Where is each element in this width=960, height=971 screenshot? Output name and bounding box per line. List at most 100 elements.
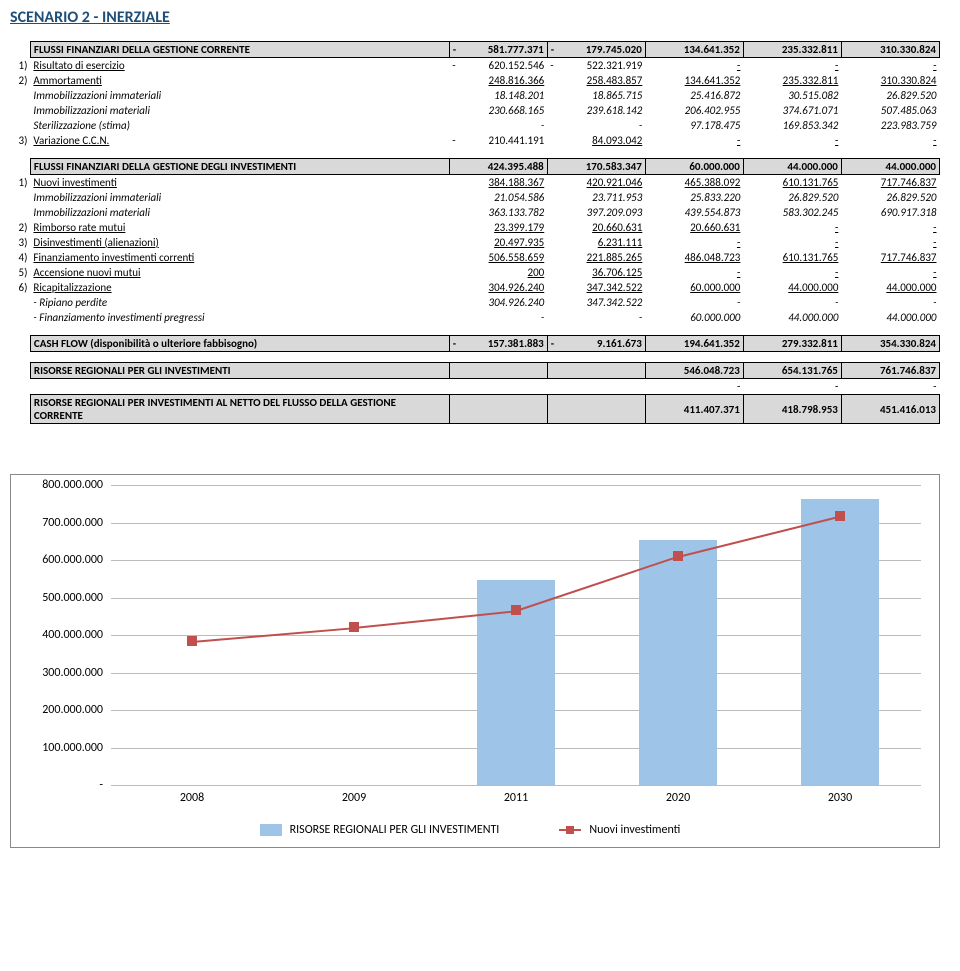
- legend-bar-swatch: [260, 824, 282, 836]
- data-tables: FLUSSI FINANZIARI DELLA GESTIONE CORRENT…: [10, 41, 950, 424]
- value-cell: 23.399.179: [449, 220, 547, 235]
- legend-line-swatch: [559, 829, 581, 831]
- value-cell: 206.402.955: [645, 103, 743, 118]
- row-label: RISORSE REGIONALI PER INVESTIMENTI AL NE…: [30, 395, 449, 424]
- value-cell: 26.829.520: [841, 88, 939, 103]
- value-cell: -: [841, 133, 939, 148]
- value-cell: 60.000.000: [645, 280, 743, 295]
- value-cell: 717.746.837: [841, 175, 939, 191]
- value-cell: 506.558.659: [449, 250, 547, 265]
- chart-y-tick-label: 800.000.000: [21, 478, 103, 492]
- row-index: 3): [10, 133, 30, 148]
- chart-y-tick-label: 500.000.000: [21, 591, 103, 605]
- value-cell: -: [841, 58, 939, 74]
- row-label: Immobilizzazioni materiali: [30, 205, 449, 220]
- value-cell: 223.983.759: [841, 118, 939, 133]
- chart-gridline: [111, 523, 921, 524]
- value-cell: 6.231.111: [547, 235, 645, 250]
- value-cell: 30.515.082: [743, 88, 841, 103]
- value-cell: 18.148.201: [449, 88, 547, 103]
- value-cell: 610.131.765: [743, 250, 841, 265]
- value-cell: 374.671.071: [743, 103, 841, 118]
- value-cell: -: [841, 235, 939, 250]
- value-cell: -581.777.371: [449, 42, 547, 58]
- value-cell: [547, 395, 645, 424]
- value-cell: 354.330.824: [841, 336, 939, 352]
- row-index: [10, 395, 30, 424]
- value-cell: 418.798.953: [743, 395, 841, 424]
- value-cell: 279.332.811: [743, 336, 841, 352]
- value-cell: 200: [449, 265, 547, 280]
- value-cell: 397.209.093: [547, 205, 645, 220]
- chart-y-tick-label: 400.000.000: [21, 628, 103, 642]
- chart-legend: RISORSE REGIONALI PER GLI INVESTIMENTI N…: [21, 823, 919, 837]
- value-cell: 310.330.824: [841, 42, 939, 58]
- row-label: Immobilizzazioni immateriali: [30, 190, 449, 205]
- value-cell: 690.917.318: [841, 205, 939, 220]
- row-label: Risultato di esercizio: [30, 58, 449, 74]
- value-cell: -: [743, 58, 841, 74]
- chart-line-marker: [835, 511, 845, 521]
- row-index: [10, 103, 30, 118]
- chart-gridline: [111, 785, 921, 786]
- chart-line-marker: [187, 636, 197, 646]
- value-cell: -: [743, 235, 841, 250]
- value-cell: -: [645, 295, 743, 310]
- row-index: [10, 379, 30, 395]
- value-cell: -: [841, 220, 939, 235]
- value-cell: [449, 363, 547, 379]
- value-cell: 44.000.000: [841, 159, 939, 175]
- value-cell: 507.485.063: [841, 103, 939, 118]
- row-label: RISORSE REGIONALI PER GLI INVESTIMENTI: [30, 363, 449, 379]
- row-label: - Ripiano perdite: [30, 295, 449, 310]
- value-cell: 20.660.631: [645, 220, 743, 235]
- chart-y-tick-label: 700.000.000: [21, 516, 103, 530]
- row-label: Rimborso rate mutui: [30, 220, 449, 235]
- value-cell: 310.330.824: [841, 73, 939, 88]
- value-cell: 84.093.042: [547, 133, 645, 148]
- legend-bar-label: RISORSE REGIONALI PER GLI INVESTIMENTI: [290, 823, 500, 837]
- chart-line-marker: [673, 551, 683, 561]
- chart-line-marker: [349, 622, 359, 632]
- value-cell: 235.332.811: [743, 42, 841, 58]
- chart-bar: [639, 540, 717, 785]
- value-cell: 304.926.240: [449, 295, 547, 310]
- value-cell: 21.054.586: [449, 190, 547, 205]
- legend-line-label: Nuovi investimenti: [589, 823, 680, 837]
- value-cell: 134.641.352: [645, 73, 743, 88]
- value-cell: -: [645, 265, 743, 280]
- value-cell: 451.416.013: [841, 395, 939, 424]
- value-cell: 717.746.837: [841, 250, 939, 265]
- row-label: Accensione nuovi mutui: [30, 265, 449, 280]
- row-index: [10, 42, 30, 58]
- row-index: [10, 205, 30, 220]
- value-cell: 44.000.000: [841, 280, 939, 295]
- row-label: Ammortamenti: [30, 73, 449, 88]
- value-cell: 44.000.000: [743, 159, 841, 175]
- chart-y-tick-label: 600.000.000: [21, 553, 103, 567]
- row-index: 1): [10, 175, 30, 191]
- value-cell: 36.706.125: [547, 265, 645, 280]
- value-cell: 304.926.240: [449, 280, 547, 295]
- row-label: Disinvestimenti (alienazioni): [30, 235, 449, 250]
- value-cell: -: [743, 265, 841, 280]
- chart-x-tick-label: 2009: [273, 791, 435, 805]
- value-cell: -: [743, 133, 841, 148]
- value-cell: 170.583.347: [547, 159, 645, 175]
- chart-x-tick-label: 2008: [111, 791, 273, 805]
- scenario-title: SCENARIO 2 - INERZIALE: [10, 8, 950, 27]
- value-cell: 25.416.872: [645, 88, 743, 103]
- chart-y-tick-label: 100.000.000: [21, 741, 103, 755]
- value-cell: -157.381.883: [449, 336, 547, 352]
- value-cell: -210.441.191: [449, 133, 547, 148]
- value-cell: -: [645, 235, 743, 250]
- value-cell: 654.131.765: [743, 363, 841, 379]
- chart-y-tick-label: 200.000.000: [21, 703, 103, 717]
- value-cell: 44.000.000: [743, 280, 841, 295]
- chart-line-marker: [511, 605, 521, 615]
- value-cell: 230.668.165: [449, 103, 547, 118]
- value-cell: 248.816.366: [449, 73, 547, 88]
- value-cell: 194.641.352: [645, 336, 743, 352]
- row-index: [10, 363, 30, 379]
- value-cell: 258.483.857: [547, 73, 645, 88]
